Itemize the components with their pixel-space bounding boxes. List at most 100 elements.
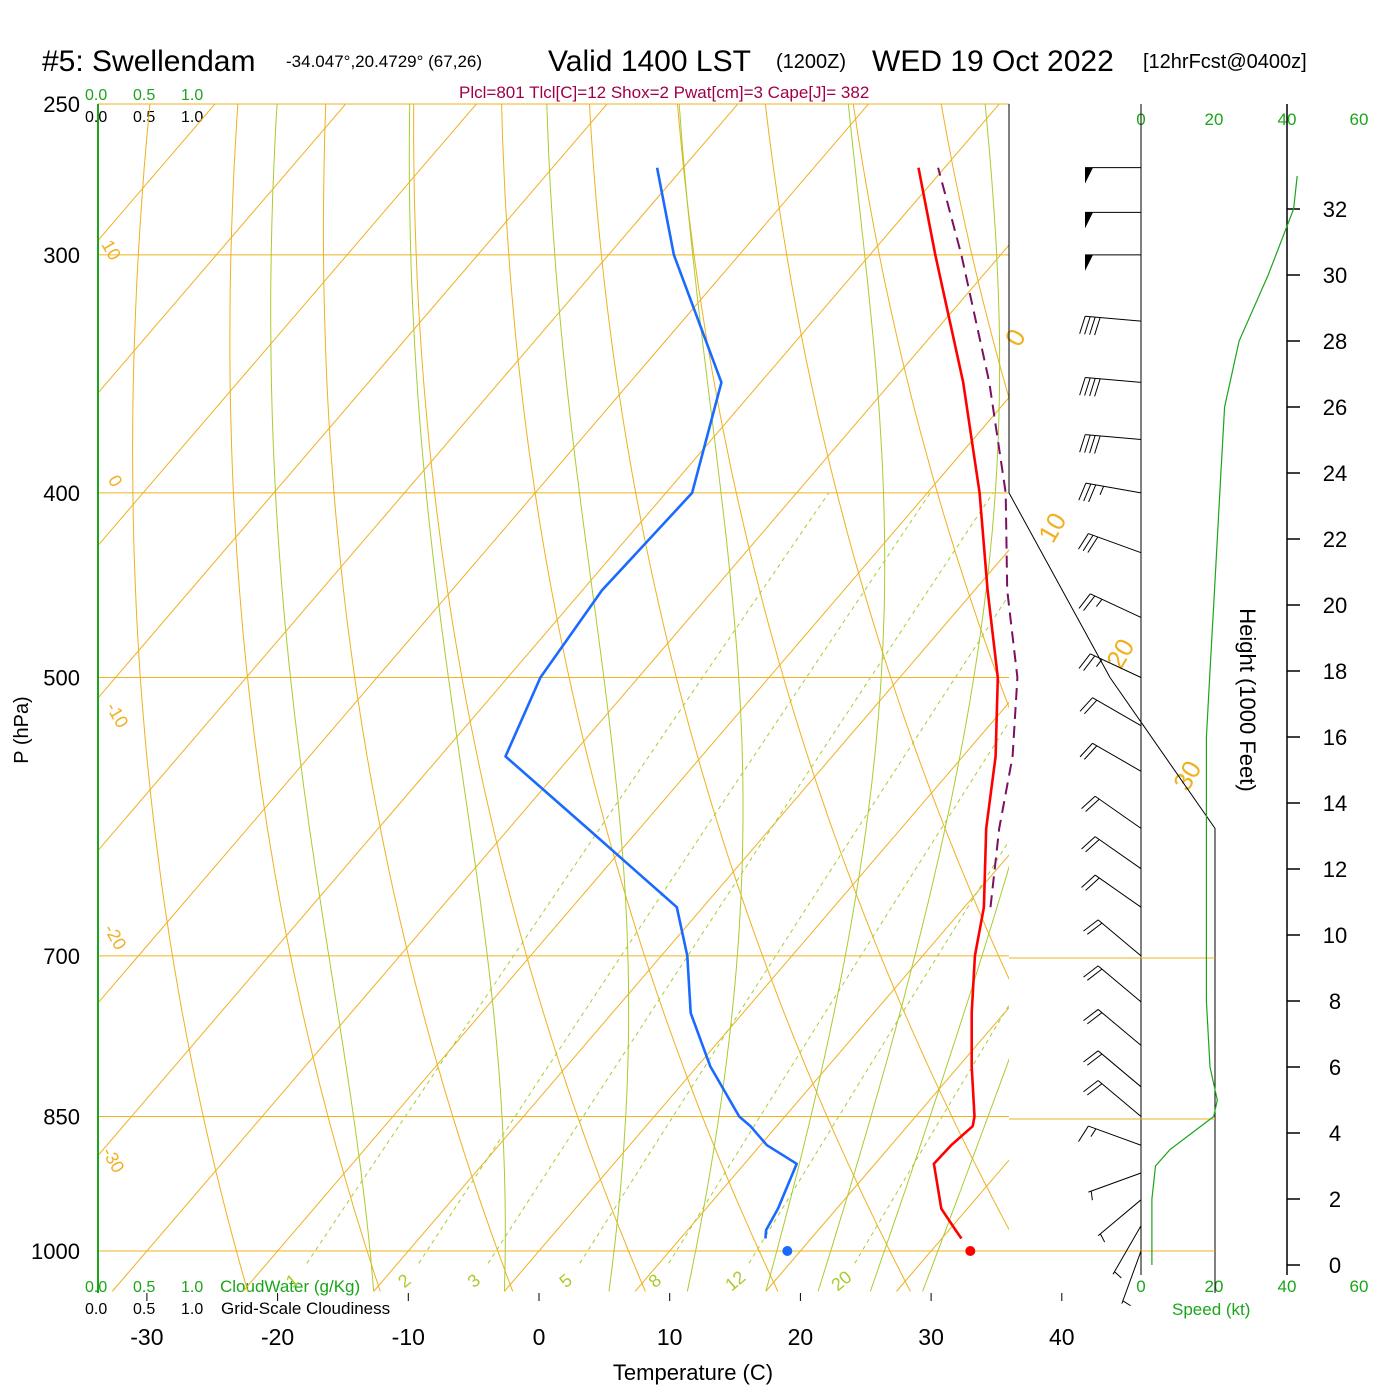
wind-barb	[1085, 211, 1141, 229]
pressure-tick-label: 1000	[31, 1239, 80, 1264]
wind-speed-layer	[1151, 175, 1298, 1265]
cloudwater-tick: 0.0	[85, 87, 107, 104]
indices-line: Plcl=801 Tlcl[C]=12 Shox=2 Pwat[cm]=3 Ca…	[459, 83, 869, 102]
barb-half-flag	[1122, 1300, 1131, 1307]
valid-date: WED 19 Oct 2022	[872, 45, 1114, 78]
barb-staff	[1085, 482, 1142, 494]
barb-staff	[1097, 1009, 1142, 1046]
isotherm-label: 10	[1032, 507, 1072, 547]
height-tick-label: 10	[1323, 923, 1347, 948]
barb-flag	[1081, 836, 1096, 850]
isotherm-label: -20	[100, 921, 130, 954]
barb-staff	[1088, 533, 1142, 554]
x-axis-title: Temperature (C)	[613, 1360, 773, 1385]
moist-adiabat	[546, 104, 630, 1292]
barb-flag	[1084, 434, 1091, 453]
barb-flag	[1086, 922, 1103, 935]
isotherm	[98, 104, 739, 852]
barb-staff	[1092, 697, 1142, 727]
wind-barbs-layer	[1078, 167, 1142, 1307]
wind-barb	[1079, 697, 1142, 727]
temperature-tick-label: -10	[392, 1324, 425, 1350]
cloudiness-title: Grid-Scale Cloudiness	[221, 1299, 390, 1318]
station-title: #5: Swellendam	[42, 45, 255, 78]
barb-staff	[1092, 742, 1142, 772]
isotherm	[0, 0, 112, 1291]
moist-adiabat	[817, 104, 1001, 1292]
wind-barb	[1079, 315, 1142, 336]
cloudwater-tick: 0.0	[85, 1279, 107, 1296]
moist-adiabat	[678, 104, 744, 1292]
barb-staff	[1097, 1050, 1142, 1088]
temperature-tick-label: -30	[130, 1324, 163, 1350]
temperature-tick-label: 0	[533, 1324, 546, 1350]
speed-tick: 60	[1350, 110, 1369, 129]
isotherm-label: 0	[999, 324, 1032, 352]
height-tick-label: 26	[1323, 395, 1347, 420]
barb-half-flag	[1114, 1271, 1122, 1279]
barb-flag	[1084, 699, 1098, 715]
isotherm	[0, 0, 243, 1291]
temperature-tick-label: 40	[1049, 1324, 1075, 1350]
barb-pennant	[1085, 212, 1093, 229]
isotherm-label: 0	[104, 472, 126, 491]
isotherm	[98, 104, 478, 547]
isotherm	[111, 244, 1009, 1292]
barb-half-flag	[1090, 1191, 1093, 1201]
height-tick-label: 4	[1329, 1121, 1341, 1146]
pressure-tick-label: 700	[43, 944, 80, 969]
mixing-ratio-label: 12	[721, 1267, 749, 1295]
barb-flag	[1083, 483, 1092, 502]
wind-barb	[1085, 254, 1141, 271]
barb-half-flag	[1099, 1233, 1106, 1243]
barb-staff	[1097, 965, 1142, 1003]
moist-adiabat	[270, 104, 375, 1292]
wind-barb	[1081, 795, 1142, 829]
pressure-tick-label: 250	[43, 92, 80, 117]
wind-barb	[1112, 1225, 1142, 1279]
barb-staff	[1097, 1080, 1142, 1117]
isotherm	[98, 104, 216, 242]
mixing-ratio-label: 5	[556, 1270, 577, 1292]
surface-temperature-point	[965, 1246, 976, 1256]
barb-staff	[1097, 1199, 1142, 1237]
station-coords: -34.047°,20.4729° (67,26)	[286, 52, 482, 71]
wind-barb	[1088, 1172, 1142, 1201]
height-tick-label: 32	[1323, 197, 1347, 222]
barb-flag	[1083, 1009, 1099, 1022]
speed-tick: 20	[1205, 1277, 1224, 1296]
barb-staff	[1094, 874, 1142, 908]
barb-staff	[1097, 919, 1142, 957]
isotherm	[98, 104, 870, 1004]
barb-staff	[1088, 1172, 1142, 1193]
parcel-line	[937, 167, 1019, 908]
barb-pennant	[1085, 167, 1093, 184]
speed-title: Speed (kt)	[1172, 1300, 1250, 1319]
temperature-tick-label: 30	[918, 1324, 944, 1350]
dry-adiabat	[1370, 70, 1400, 1291]
isotherm-label: 30	[1167, 755, 1207, 795]
barb-flag	[1089, 378, 1096, 397]
moist-adiabat	[765, 104, 886, 1292]
speed-tick: 40	[1278, 1277, 1297, 1296]
speed-axis-top: 0 20 40 60	[1136, 110, 1368, 129]
barb-half-flag	[1096, 659, 1103, 667]
dry-adiabat	[676, 104, 1009, 1231]
mixing-ratio-line	[418, 492, 931, 1264]
barb-staff	[1090, 593, 1142, 618]
barb-flag	[1083, 595, 1096, 611]
moist-adiabat	[869, 865, 1009, 1292]
dewpoint-line	[504, 167, 799, 1239]
speed-tick: 20	[1205, 110, 1224, 129]
forecast-label: [12hrFcst@0400z]	[1143, 51, 1307, 73]
barb-half-flag	[1096, 598, 1103, 607]
cloudiness-tick: 1.0	[181, 109, 203, 126]
isotherm	[98, 104, 608, 699]
cloudwater-tick: 0.5	[133, 1279, 155, 1296]
barb-staff	[1088, 1125, 1142, 1146]
isotherm	[1158, 0, 1400, 1291]
cloudiness-tick: 0.0	[85, 1301, 107, 1318]
grid-clip	[0, 0, 1400, 1292]
